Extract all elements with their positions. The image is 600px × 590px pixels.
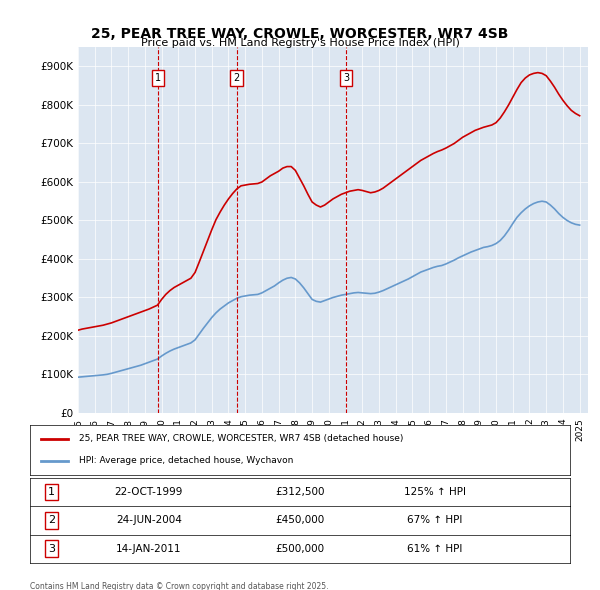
Text: Price paid vs. HM Land Registry's House Price Index (HPI): Price paid vs. HM Land Registry's House … [140,38,460,48]
Text: £500,000: £500,000 [275,544,325,553]
Text: £312,500: £312,500 [275,487,325,497]
Text: 1: 1 [155,73,161,83]
Text: 2: 2 [48,516,55,525]
Text: 125% ↑ HPI: 125% ↑ HPI [404,487,466,497]
Text: 14-JAN-2011: 14-JAN-2011 [116,544,182,553]
Text: 25, PEAR TREE WAY, CROWLE, WORCESTER, WR7 4SB: 25, PEAR TREE WAY, CROWLE, WORCESTER, WR… [91,27,509,41]
Text: 61% ↑ HPI: 61% ↑ HPI [407,544,463,553]
Text: 67% ↑ HPI: 67% ↑ HPI [407,516,463,525]
Text: 3: 3 [48,544,55,553]
Text: 22-OCT-1999: 22-OCT-1999 [115,487,183,497]
Text: 3: 3 [343,73,349,83]
Text: 2: 2 [233,73,239,83]
Text: 25, PEAR TREE WAY, CROWLE, WORCESTER, WR7 4SB (detached house): 25, PEAR TREE WAY, CROWLE, WORCESTER, WR… [79,434,403,443]
Text: Contains HM Land Registry data © Crown copyright and database right 2025.
This d: Contains HM Land Registry data © Crown c… [30,582,329,590]
Text: 24-JUN-2004: 24-JUN-2004 [116,516,182,525]
Text: HPI: Average price, detached house, Wychavon: HPI: Average price, detached house, Wych… [79,457,293,466]
Text: £450,000: £450,000 [275,516,325,525]
Text: 1: 1 [48,487,55,497]
